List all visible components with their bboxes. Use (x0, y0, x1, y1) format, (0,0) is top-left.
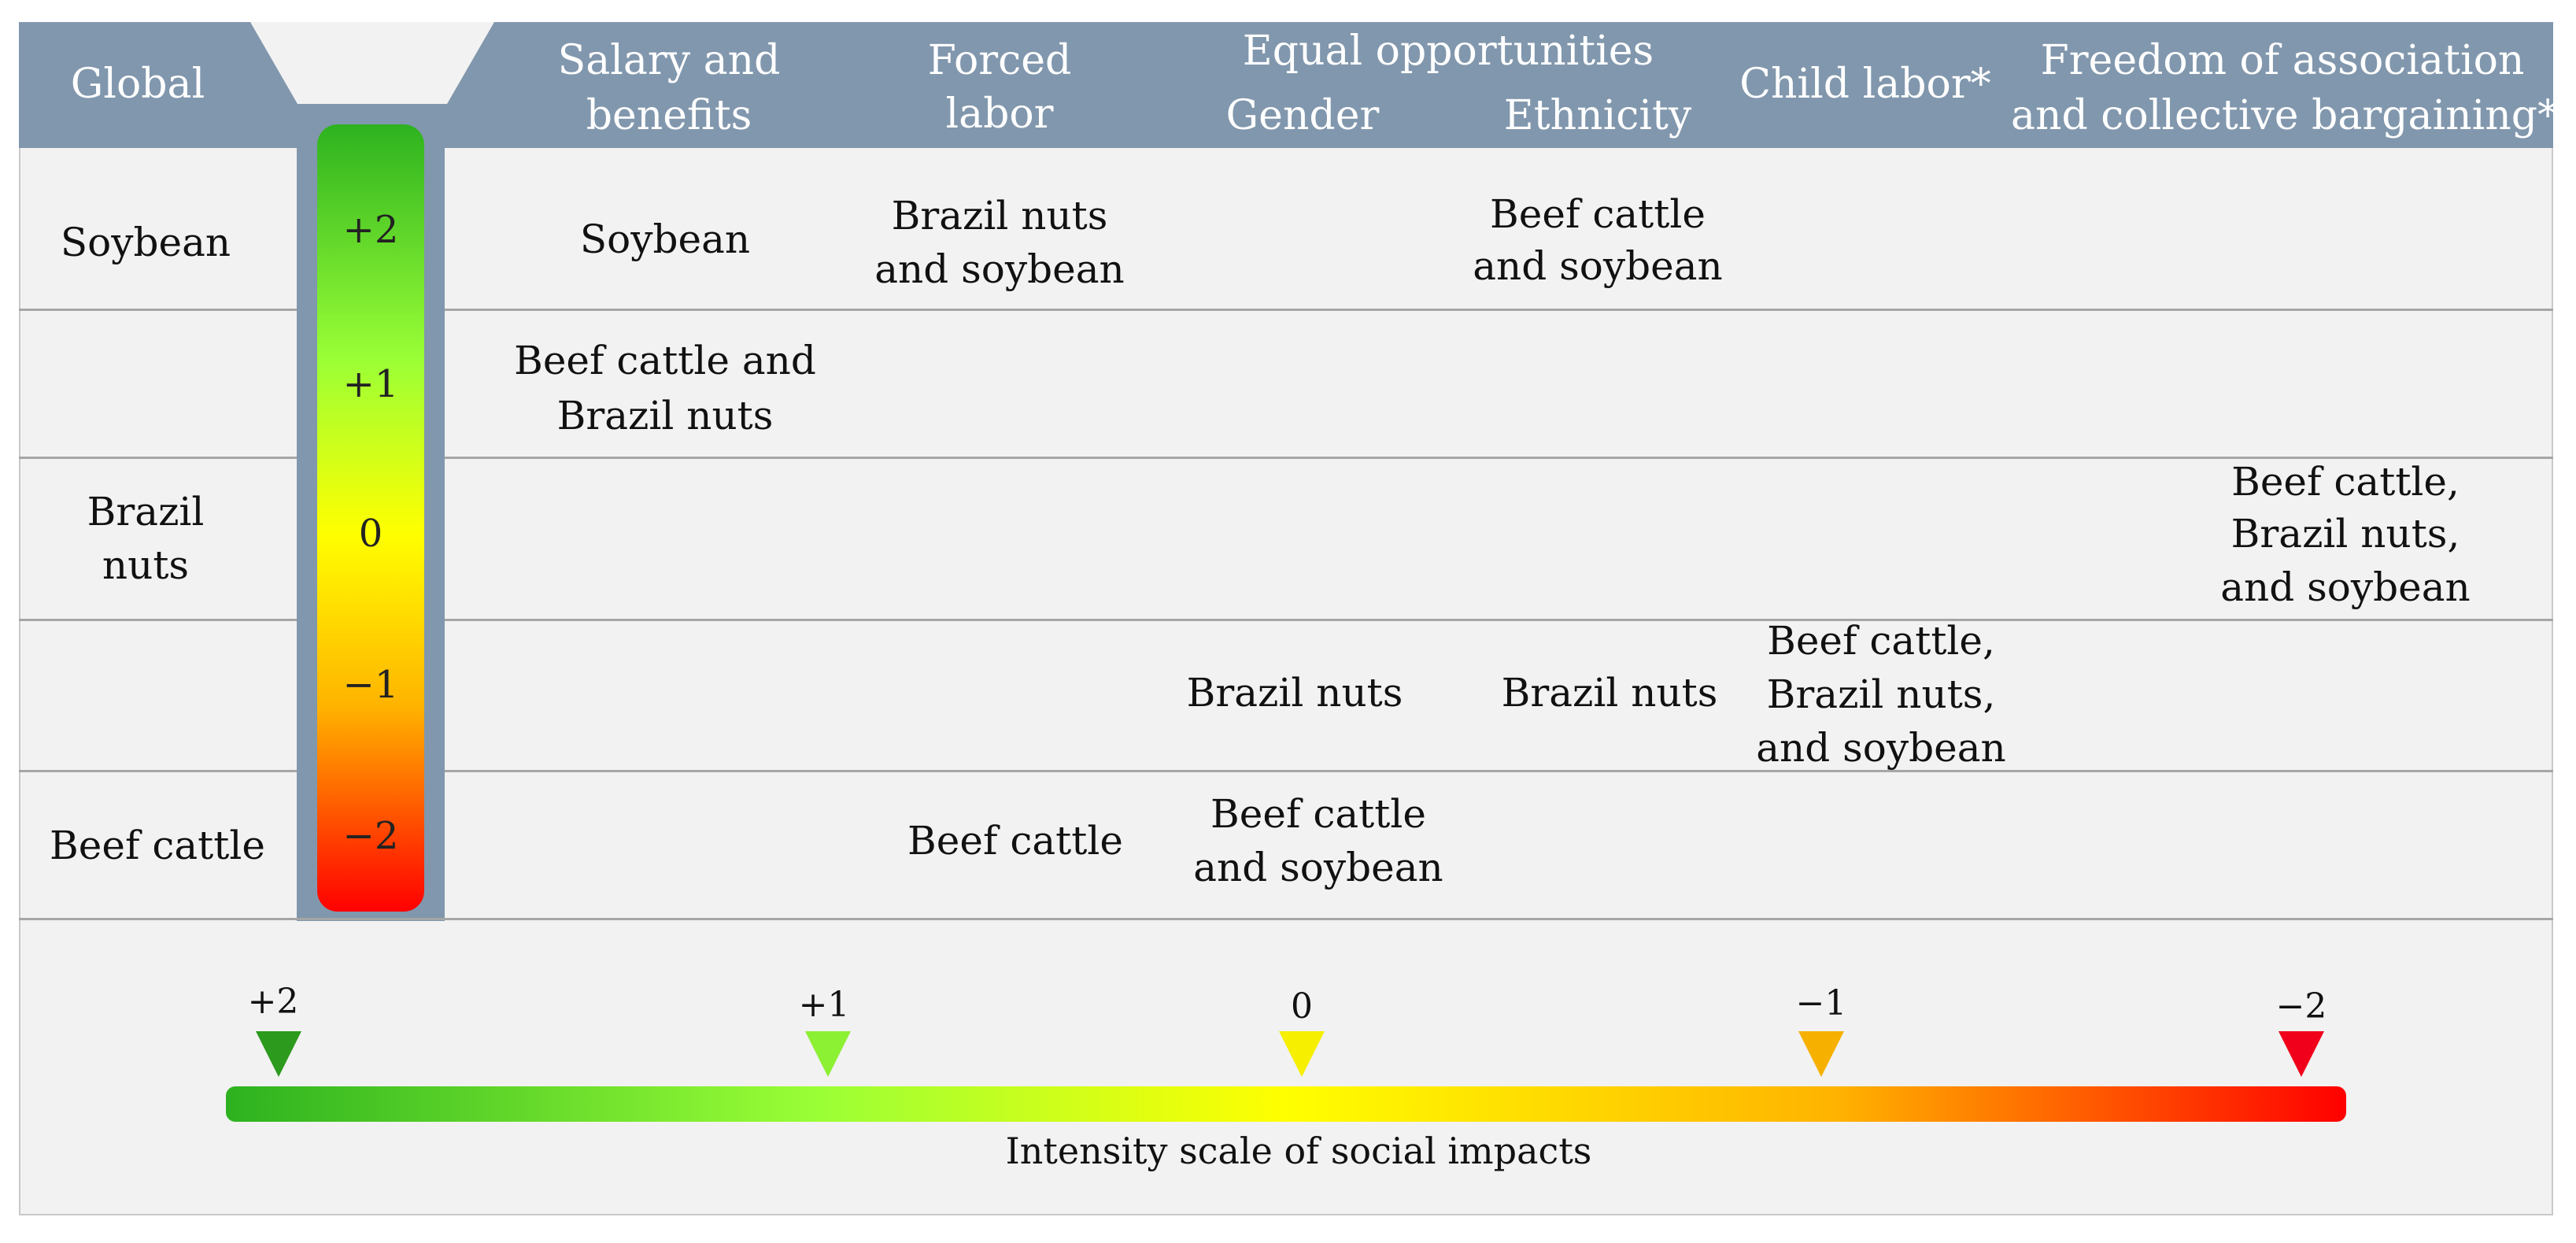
funnel-cap (250, 22, 494, 104)
marker-plus1-icon (805, 1031, 851, 1077)
header-gender: Gender (1225, 92, 1380, 139)
cell-freedom-zero-line1: Beef cattle, (2231, 459, 2460, 505)
header-equal-opportunities: Equal opportunities (1242, 28, 1654, 75)
marker-label-plus1: +1 (798, 985, 850, 1025)
marker-label-zero: 0 (1291, 986, 1313, 1027)
cell-gender-minus1: Brazil nuts (1186, 670, 1403, 716)
row-divider (445, 457, 2553, 459)
cell-freedom-zero-line3: and soybean (2220, 564, 2471, 610)
cell-freedom-zero-line2: Brazil nuts, (2230, 511, 2460, 557)
cell-child-minus1-line2: Brazil nuts, (1766, 671, 1996, 717)
header-forced-line1: Forced (927, 37, 1072, 84)
header-salary-line1: Salary and (557, 37, 781, 84)
cell-ethnicity-plus2-line2: and soybean (1473, 243, 1723, 289)
cell-salary-plus2: Soybean (579, 216, 751, 262)
cell-ethnicity-plus2-line1: Beef cattle (1490, 191, 1706, 237)
row-divider (19, 619, 297, 621)
global-soybean: Soybean (60, 220, 231, 265)
cell-forced-minus2: Beef cattle (907, 818, 1123, 864)
cell-gender-minus2-line2: and soybean (1193, 845, 1443, 890)
global-brazil-line2: nuts (102, 542, 190, 588)
header-child-labor: Child labor* (1739, 61, 1991, 108)
header-salary-line2: benefits (586, 92, 752, 139)
global-beef-cattle: Beef cattle (50, 823, 265, 868)
cell-child-minus1-line3: and soybean (1756, 725, 2006, 771)
header-forced-line2: labor (945, 91, 1054, 138)
marker-label-minus2: −2 (2275, 986, 2327, 1027)
header-freedom-line1: Freedom of association (2040, 37, 2525, 84)
cell-gender-minus2-line1: Beef cattle (1210, 791, 1426, 837)
horizontal-intensity-gradient (226, 1086, 2346, 1122)
scale-level-minus1: −1 (342, 663, 399, 707)
row-divider (19, 770, 297, 772)
cell-forced-plus2-line2: and soybean (874, 246, 1125, 292)
row-divider (19, 918, 2553, 920)
cell-child-minus1-line1: Beef cattle, (1767, 618, 1995, 664)
cell-salary-plus1-line2: Brazil nuts (556, 393, 774, 438)
cell-salary-plus1-line1: Beef cattle and (514, 338, 816, 383)
marker-minus2-icon (2278, 1031, 2324, 1077)
scale-level-plus1: +1 (342, 362, 399, 406)
scale-level-minus2: −2 (342, 814, 399, 858)
row-divider (445, 770, 2553, 772)
marker-zero-icon (1279, 1031, 1325, 1077)
row-divider (445, 309, 2553, 311)
cell-ethnicity-minus1: Brazil nuts (1501, 670, 1718, 716)
row-divider (19, 457, 297, 459)
intensity-scale-caption: Intensity scale of social impacts (1005, 1130, 1592, 1172)
header-ethnicity: Ethnicity (1503, 92, 1692, 139)
global-brazil-line1: Brazil (87, 489, 205, 535)
scale-level-plus2: +2 (342, 208, 399, 252)
cell-forced-plus2-line1: Brazil nuts (891, 193, 1108, 239)
marker-label-minus1: −1 (1795, 983, 1847, 1023)
vertical-intensity-gradient (317, 124, 424, 912)
header-global: Global (70, 61, 205, 108)
marker-plus2-icon (256, 1031, 301, 1077)
scale-level-zero: 0 (358, 512, 383, 556)
row-divider (445, 619, 2553, 621)
marker-minus1-icon (1798, 1031, 1844, 1077)
row-divider (19, 309, 297, 311)
header-freedom-line2: and collective bargaining* (2011, 92, 2559, 139)
marker-label-plus2: +2 (247, 982, 299, 1022)
